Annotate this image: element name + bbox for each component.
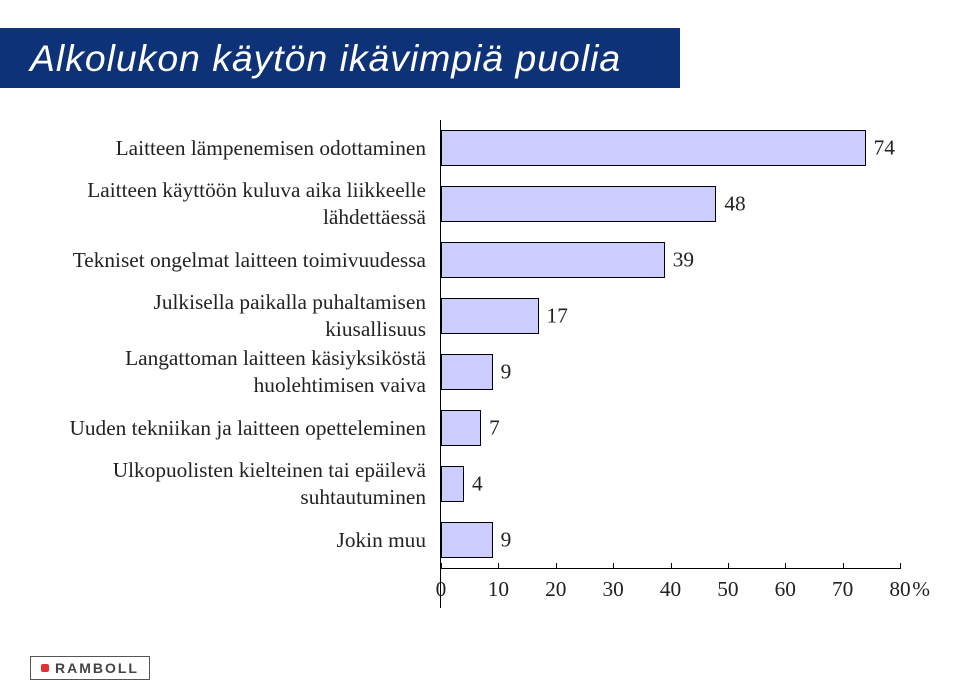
chart-row: Laitteen lämpenemisen odottaminen 74 xyxy=(60,120,900,176)
plot-cell: 9 xyxy=(440,512,900,568)
plot-cell: 74 xyxy=(440,120,900,176)
plot-cell: 7 xyxy=(440,400,900,456)
logo-text: RAMBOLL xyxy=(55,660,139,676)
bar xyxy=(441,354,493,390)
category-label: Tekniset ongelmat laitteen toimivuudessa xyxy=(60,247,440,274)
axis-tick-label: 10 xyxy=(488,577,509,602)
axis-tick xyxy=(843,563,844,569)
bar-value: 74 xyxy=(874,136,895,161)
category-label: Julkisella paikalla puhaltamisen kiusall… xyxy=(60,289,440,342)
chart-row: Ulkopuolisten kielteinen tai epäilevä su… xyxy=(60,456,900,512)
axis-plot: 01020304050607080% xyxy=(440,568,900,608)
chart-row: Jokin muu 9 xyxy=(60,512,900,568)
axis-tick-label: 50 xyxy=(717,577,738,602)
category-label: Laitteen lämpenemisen odottaminen xyxy=(60,135,440,162)
axis-tick-label: 0 xyxy=(436,577,447,602)
chart-row: Tekniset ongelmat laitteen toimivuudessa… xyxy=(60,232,900,288)
bar-value: 17 xyxy=(547,304,568,329)
bar-value: 7 xyxy=(489,416,500,441)
plot-cell: 9 xyxy=(440,344,900,400)
x-axis: 01020304050607080% xyxy=(60,568,900,608)
bar xyxy=(441,186,716,222)
plot-cell: 39 xyxy=(440,232,900,288)
chart-row: Julkisella paikalla puhaltamisen kiusall… xyxy=(60,288,900,344)
bar-value: 4 xyxy=(472,472,483,497)
axis-tick xyxy=(613,563,614,569)
bar xyxy=(441,130,866,166)
axis-tick xyxy=(441,563,442,569)
category-label: Jokin muu xyxy=(60,527,440,554)
bar-chart: Laitteen lämpenemisen odottaminen74Laitt… xyxy=(60,120,900,630)
axis-tick xyxy=(671,563,672,569)
axis-tick xyxy=(556,563,557,569)
page-title: Alkolukon käytön ikävimpiä puolia xyxy=(30,37,621,80)
category-label: Langattoman laitteen käsiyksiköstä huole… xyxy=(60,345,440,398)
slide: Alkolukon käytön ikävimpiä puolia Laitte… xyxy=(0,0,960,700)
chart-row: Uuden tekniikan ja laitteen opettelemine… xyxy=(60,400,900,456)
plot-cell: 48 xyxy=(440,176,900,232)
bar-value: 39 xyxy=(673,248,694,273)
axis-tick-label: 60 xyxy=(775,577,796,602)
category-label: Uuden tekniikan ja laitteen opettelemine… xyxy=(60,415,440,442)
axis-tick-label: 40 xyxy=(660,577,681,602)
bar-value: 48 xyxy=(724,192,745,217)
axis-spacer xyxy=(60,568,440,608)
axis-tick-label: 20 xyxy=(545,577,566,602)
title-box: Alkolukon käytön ikävimpiä puolia xyxy=(0,28,680,88)
plot-cell: 4 xyxy=(440,456,900,512)
bar xyxy=(441,410,481,446)
bar-value: 9 xyxy=(501,360,512,385)
axis-tick xyxy=(498,563,499,569)
bar xyxy=(441,242,665,278)
bar-value: 9 xyxy=(501,528,512,553)
axis-tick xyxy=(900,563,901,569)
axis-tick-label: 70 xyxy=(832,577,853,602)
chart-row: Laitteen käyttöön kuluva aika liikkeelle… xyxy=(60,176,900,232)
category-label: Ulkopuolisten kielteinen tai epäilevä su… xyxy=(60,457,440,510)
plot-cell: 17 xyxy=(440,288,900,344)
axis-tick-label: 80 xyxy=(889,577,910,602)
bar xyxy=(441,466,464,502)
axis-unit: % xyxy=(912,577,930,602)
bar xyxy=(441,522,493,558)
category-label: Laitteen käyttöön kuluva aika liikkeelle… xyxy=(60,177,440,230)
bar xyxy=(441,298,539,334)
chart-row: Langattoman laitteen käsiyksiköstä huole… xyxy=(60,344,900,400)
logo-dot-icon xyxy=(41,664,49,672)
axis-tick-label: 30 xyxy=(602,577,623,602)
axis-tick xyxy=(785,563,786,569)
logo: RAMBOLL xyxy=(30,656,150,680)
axis-tick xyxy=(728,563,729,569)
